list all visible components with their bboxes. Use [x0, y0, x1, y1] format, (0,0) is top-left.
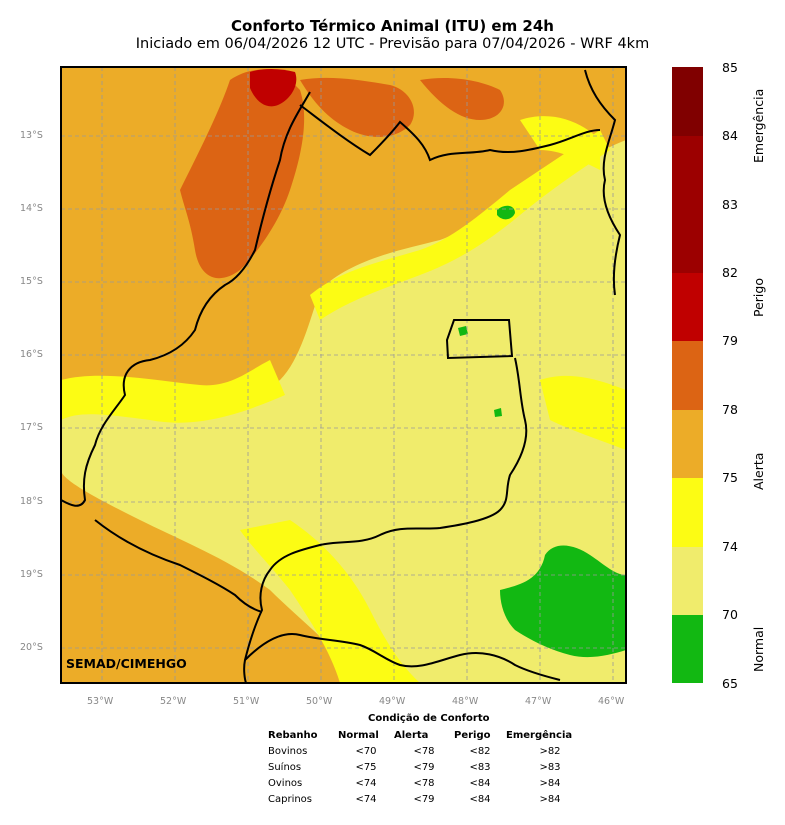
colorbar-segment-light [672, 547, 703, 615]
lat-label: 20°S [20, 642, 43, 653]
lon-label: 46°W [598, 696, 625, 707]
colorbar-category: Alerta [751, 452, 766, 490]
lon-label: 48°W [452, 696, 479, 707]
colorbar-tick: 84 [722, 128, 738, 143]
region-green-small-2 [458, 326, 468, 336]
header-cell: Perigo [454, 729, 491, 741]
region-green-small-3 [494, 408, 502, 417]
table-cell: Suínos [268, 761, 302, 773]
comfort-table-title: Condição de Conforto [368, 713, 490, 724]
lon-label: 49°W [379, 696, 406, 707]
colorbar-tick: 70 [722, 607, 738, 622]
colorbar-tick: 74 [722, 539, 738, 554]
region-green-se [500, 545, 626, 658]
state-borders [61, 69, 622, 683]
colorbar-segment-emergencia-1 [672, 67, 703, 136]
lon-label: 47°W [525, 696, 552, 707]
table-row: Bovinos <70 <78 <82 >82 [268, 743, 594, 759]
table-cell: <70 [355, 745, 377, 757]
map-frame [60, 66, 627, 684]
lat-label: 17°S [20, 422, 43, 433]
comfort-table: Rebanho Normal Alerta Perigo Emergência … [268, 727, 594, 807]
table-cell: >84 [539, 793, 561, 805]
table-cell: <79 [413, 761, 435, 773]
lon-label: 52°W [160, 696, 187, 707]
table-cell: <82 [469, 745, 491, 757]
table-cell: <78 [413, 745, 435, 757]
region-yellow-5 [540, 375, 626, 450]
table-cell: >82 [539, 745, 561, 757]
map-subtitle: Iniciado em 06/04/2026 12 UTC - Previsão… [135, 36, 650, 52]
table-cell: Bovinos [268, 745, 308, 757]
table-cell: <75 [355, 761, 377, 773]
region-yellow-2 [310, 130, 610, 320]
colorbar-segment-normal [672, 615, 703, 683]
lat-label: 14°S [20, 203, 43, 214]
table-cell: <83 [469, 761, 491, 773]
table-cell: Caprinos [268, 793, 313, 805]
lon-label: 50°W [306, 696, 333, 707]
lat-label: 13°S [20, 130, 43, 141]
colorbar-category: Normal [751, 626, 766, 672]
lon-label: 51°W [233, 696, 260, 707]
colorbar-tick: 83 [722, 197, 738, 212]
colorbar-tick: 75 [722, 470, 738, 485]
region-dark-orange-n [300, 77, 414, 137]
lat-label: 16°S [20, 349, 43, 360]
colorbar-tick: 78 [722, 402, 738, 417]
colorbar-category: Perigo [751, 278, 766, 317]
lat-label: 15°S [20, 276, 43, 287]
lat-label: 19°S [20, 569, 43, 580]
colorbar-category: Emergência [751, 88, 766, 163]
colorbar-segment-alerta-1 [672, 341, 703, 410]
credit-label: SEMAD/CIMEHGO [66, 656, 187, 671]
region-dark-orange-ne [420, 78, 504, 120]
region-red [250, 69, 297, 107]
table-cell: >83 [539, 761, 561, 773]
table-cell: <84 [469, 793, 491, 805]
map-gridlines [61, 67, 626, 683]
comfort-table-header-row: Rebanho Normal Alerta Perigo Emergência [268, 727, 594, 743]
header-cell: Normal [338, 729, 379, 741]
header-cell: Alerta [394, 729, 429, 741]
colorbar-tick: 65 [722, 676, 738, 691]
colorbar [672, 67, 703, 683]
colorbar-segment-emergencia-2 [672, 136, 703, 204]
table-row: Ovinos <74 <78 <84 >84 [268, 775, 594, 791]
table-row: Caprinos <74 <79 <84 >84 [268, 791, 594, 807]
region-dark-orange-nw [180, 69, 305, 279]
lat-label: 18°S [20, 496, 43, 507]
table-cell: <79 [413, 793, 435, 805]
table-cell: <74 [355, 793, 377, 805]
header-cell: Rebanho [268, 729, 318, 741]
table-cell: >84 [539, 777, 561, 789]
colorbar-tick: 79 [722, 333, 738, 348]
colorbar-segment-perigo-2 [672, 273, 703, 341]
header-cell: Emergência [506, 729, 573, 741]
region-light-yellow [61, 140, 626, 683]
region-yellow-3 [240, 520, 420, 683]
map-fill-regions [61, 67, 626, 683]
table-cell: <78 [413, 777, 435, 789]
colorbar-segment-perigo-1 [672, 204, 703, 273]
table-cell: <74 [355, 777, 377, 789]
table-cell: <84 [469, 777, 491, 789]
colorbar-tick: 82 [722, 265, 738, 280]
region-yellow-4 [520, 116, 600, 170]
lon-label: 53°W [87, 696, 114, 707]
table-cell: Ovinos [268, 777, 303, 789]
map-title: Conforto Térmico Animal (ITU) em 24h [231, 17, 554, 35]
colorbar-segment-alerta-3 [672, 478, 703, 547]
colorbar-segment-alerta-2 [672, 410, 703, 478]
colorbar-tick: 85 [722, 60, 738, 75]
table-row: Suínos <75 <79 <83 >83 [268, 759, 594, 775]
